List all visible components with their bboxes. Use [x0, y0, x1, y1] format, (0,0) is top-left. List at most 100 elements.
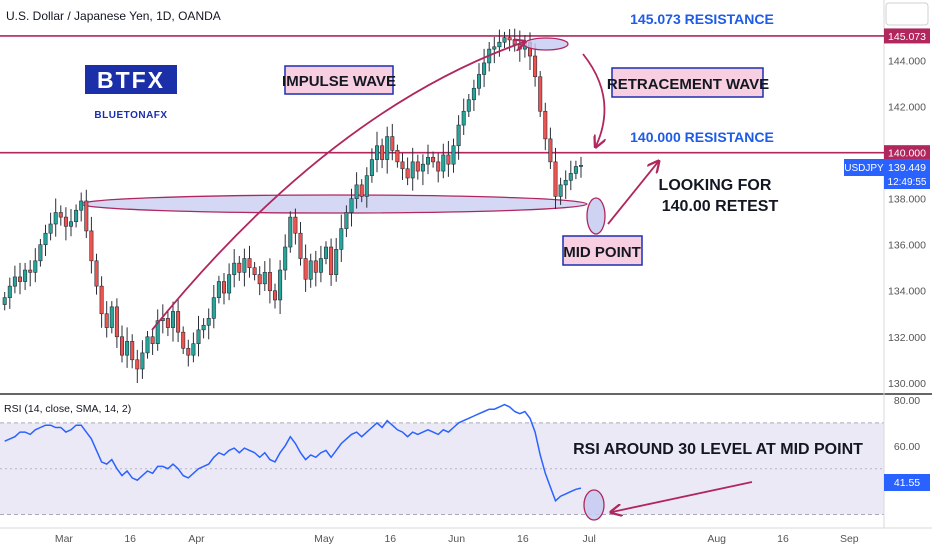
candle — [140, 340, 145, 379]
candle-body-down — [267, 272, 272, 292]
candle — [308, 253, 313, 288]
peak-ellipse[interactable] — [523, 37, 569, 51]
retracement-wave-box[interactable] — [611, 67, 764, 98]
candle — [553, 147, 558, 210]
time-axis[interactable]: Mar 16 Apr May 16 Jun 16 Jul Aug 16 Sep — [55, 533, 859, 545]
candle-body-up — [171, 311, 176, 328]
price-axis[interactable]: 144.000 142.000 140.000 138.000 136.000 134.0… — [888, 56, 926, 390]
candle-body-up — [420, 163, 425, 172]
support-zone-ellipse[interactable] — [80, 194, 588, 214]
candle — [420, 154, 425, 186]
candle — [471, 79, 476, 112]
candle — [395, 144, 400, 168]
candle — [492, 36, 497, 64]
candle — [283, 234, 288, 280]
candle — [227, 263, 232, 301]
candle — [145, 331, 150, 359]
candle-body-down — [94, 260, 99, 287]
candle — [272, 283, 277, 309]
candle — [543, 102, 548, 151]
candle-body-down — [272, 290, 277, 301]
candle — [191, 332, 196, 363]
candle — [201, 318, 206, 339]
candle-body-up — [79, 200, 84, 211]
candle — [425, 144, 430, 175]
candle — [135, 349, 140, 384]
symbol-tag-text: USDJPY — [844, 163, 884, 174]
candle-body-down — [176, 311, 181, 333]
rsi-value-tag-box — [884, 474, 930, 491]
rsi-line — [4, 403, 582, 503]
candle-body-down — [390, 136, 395, 151]
candle-body-down — [28, 269, 33, 273]
price-tag-140: 140.000 — [884, 145, 930, 161]
candle — [165, 311, 170, 337]
resistance-top-label: 145.073 RESISTANCE — [630, 11, 774, 27]
candle-body-down — [359, 184, 364, 197]
candle — [28, 260, 33, 287]
candle — [339, 214, 344, 262]
candle-body-up — [466, 99, 471, 112]
candle-body-down — [329, 246, 334, 275]
candle-body-up — [2, 297, 7, 305]
candle-body-down — [150, 336, 155, 344]
rsi-axis[interactable]: 80.00 60.00 — [894, 395, 920, 453]
chart-settings-button[interactable] — [885, 2, 929, 26]
rsi-note-arrow[interactable] — [612, 481, 753, 512]
candle-body-down — [104, 313, 109, 328]
last-price-text: 139.449 — [888, 162, 926, 174]
candle-body-down — [257, 274, 262, 285]
candle — [130, 334, 135, 369]
midpoint-box[interactable] — [562, 235, 643, 266]
candle — [211, 284, 216, 329]
retest-arrow[interactable] — [607, 162, 658, 225]
candle — [456, 115, 461, 160]
impulse-wave-box[interactable] — [284, 65, 394, 95]
candle-body-up — [125, 341, 130, 356]
candle — [12, 265, 17, 294]
candle-body-up — [456, 124, 461, 147]
candle-body-down — [553, 161, 558, 197]
candle — [237, 255, 242, 281]
time-tick-label: Apr — [188, 533, 205, 545]
candle-body-up — [339, 228, 344, 250]
candle-body-up — [308, 260, 313, 280]
impulse-wave-arrow[interactable] — [151, 42, 524, 331]
candle-body-down — [114, 306, 119, 338]
candle — [262, 261, 267, 291]
candle-body-up — [232, 262, 237, 275]
candle — [38, 238, 43, 267]
candle-body-down — [538, 76, 543, 112]
candle — [349, 188, 354, 227]
price-tick-label: 136.000 — [888, 240, 926, 252]
candle-body-up — [206, 318, 211, 326]
candle — [186, 339, 191, 367]
retracement-wave-arrow[interactable] — [582, 53, 604, 146]
price-tick-label: 134.000 — [888, 286, 926, 298]
candle — [354, 172, 359, 209]
candle-body-down — [436, 161, 441, 172]
candle — [476, 63, 481, 96]
candle-body-up — [349, 198, 354, 213]
midpoint-ellipse[interactable] — [586, 197, 606, 235]
rsi-midpoint-ellipse[interactable] — [583, 489, 605, 521]
candle — [380, 138, 385, 169]
candle-body-up — [441, 154, 446, 172]
candle-body-up — [568, 173, 573, 181]
candle-body-up — [323, 246, 328, 259]
candle-body-up — [33, 260, 38, 273]
candle-body-up — [23, 269, 28, 282]
symbol-tag: USDJPY 139.449 12:49:55 — [844, 159, 930, 189]
candle — [374, 131, 379, 173]
time-tick-label: Jul — [582, 533, 595, 545]
candle-body-down — [303, 258, 308, 280]
candle — [104, 301, 109, 338]
chart-title: U.S. Dollar / Japanese Yen, 1D, OANDA — [6, 9, 221, 23]
candle — [181, 326, 186, 355]
candle-body-down — [84, 200, 89, 232]
candle-body-down — [58, 212, 63, 218]
candle-body-down — [512, 39, 517, 45]
candle-body-up — [69, 221, 74, 227]
candle — [48, 212, 53, 241]
